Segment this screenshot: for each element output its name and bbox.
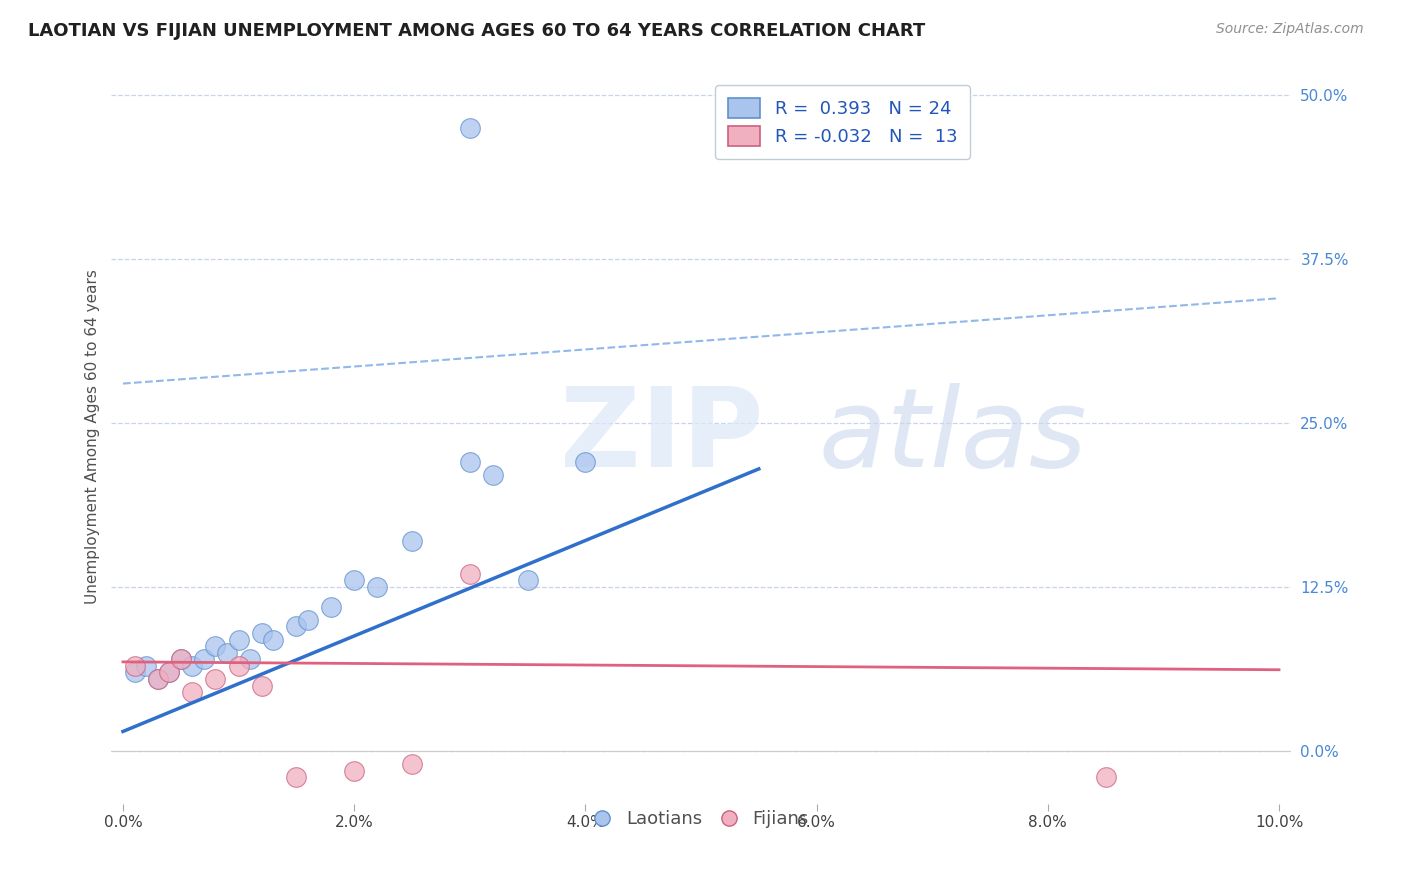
Point <box>228 632 250 647</box>
Point <box>319 599 342 614</box>
Text: atlas: atlas <box>818 383 1088 490</box>
Point <box>124 658 146 673</box>
Point <box>458 120 481 135</box>
Point <box>574 455 596 469</box>
Point <box>343 764 366 778</box>
Point <box>285 619 308 633</box>
Point <box>250 626 273 640</box>
Point <box>239 652 262 666</box>
Point <box>401 757 423 772</box>
Point <box>181 658 204 673</box>
Text: LAOTIAN VS FIJIAN UNEMPLOYMENT AMONG AGES 60 TO 64 YEARS CORRELATION CHART: LAOTIAN VS FIJIAN UNEMPLOYMENT AMONG AGE… <box>28 22 925 40</box>
Point <box>366 580 388 594</box>
Point <box>170 652 193 666</box>
Text: Source: ZipAtlas.com: Source: ZipAtlas.com <box>1216 22 1364 37</box>
Point <box>228 658 250 673</box>
Point <box>516 574 538 588</box>
Y-axis label: Unemployment Among Ages 60 to 64 years: Unemployment Among Ages 60 to 64 years <box>86 268 100 604</box>
Legend: Laotians, Fijians: Laotians, Fijians <box>586 803 815 835</box>
Point <box>157 665 180 680</box>
Point <box>458 455 481 469</box>
Point <box>250 679 273 693</box>
Point <box>146 672 169 686</box>
Point <box>157 665 180 680</box>
Point <box>1094 771 1116 785</box>
Point <box>124 665 146 680</box>
Point <box>458 566 481 581</box>
Point <box>215 646 238 660</box>
Point <box>135 658 157 673</box>
Point <box>204 672 226 686</box>
Point <box>262 632 284 647</box>
Point <box>181 685 204 699</box>
Point <box>193 652 215 666</box>
Point <box>170 652 193 666</box>
Point <box>297 613 319 627</box>
Point <box>204 639 226 653</box>
Point <box>146 672 169 686</box>
Point <box>401 534 423 549</box>
Text: ZIP: ZIP <box>560 383 763 490</box>
Point <box>343 574 366 588</box>
Point <box>285 771 308 785</box>
Point <box>482 468 505 483</box>
